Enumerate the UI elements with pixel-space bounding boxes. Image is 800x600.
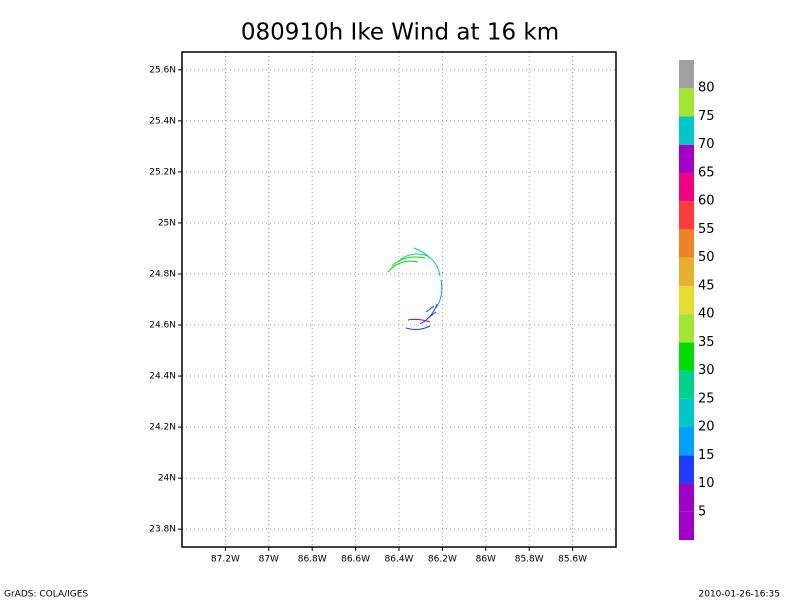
x-tick-label: 87.2W bbox=[211, 555, 240, 565]
x-tick-label: 86.2W bbox=[428, 555, 457, 565]
wind-vectors bbox=[387, 247, 443, 331]
x-tick-label: 86W bbox=[476, 555, 496, 565]
y-tick-label: 23.8N bbox=[149, 525, 176, 535]
x-tick-label: 86.4W bbox=[385, 555, 414, 565]
colorbar-label: 75 bbox=[698, 109, 715, 124]
colorbar-swatch bbox=[679, 172, 694, 202]
wind-vector bbox=[407, 318, 431, 323]
y-tick-label: 25.2N bbox=[149, 167, 176, 177]
colorbar-label: 45 bbox=[698, 278, 715, 293]
x-tick-label: 85.8W bbox=[515, 555, 544, 565]
colorbar-swatch bbox=[679, 229, 694, 258]
colorbar-swatch bbox=[679, 144, 694, 173]
wind-vector bbox=[397, 253, 429, 263]
x-tick-label: 86.8W bbox=[298, 555, 327, 565]
x-tick-label: 85.6W bbox=[558, 555, 587, 565]
map-title: 080910h Ike Wind at 16 km bbox=[241, 20, 559, 46]
footer-left: GrADS: COLA/IGES bbox=[4, 590, 88, 600]
x-tick-label: 86.6W bbox=[341, 555, 370, 565]
y-tick-label: 24.6N bbox=[149, 321, 176, 331]
colorbar-swatch bbox=[679, 511, 694, 540]
colorbar-label: 20 bbox=[698, 420, 715, 435]
y-tick-label: 25.4N bbox=[149, 116, 176, 126]
wind-vector bbox=[391, 256, 426, 267]
colorbar-swatch bbox=[679, 370, 694, 399]
colorbar-swatch bbox=[679, 483, 694, 512]
colorbar-label: 25 bbox=[698, 391, 715, 406]
colorbar-label: 60 bbox=[698, 194, 715, 209]
wind-vector bbox=[425, 254, 441, 277]
plot-frame bbox=[181, 51, 617, 548]
colorbar-swatch bbox=[679, 314, 694, 343]
colorbar-swatch bbox=[679, 116, 694, 145]
colorbar-label: 15 bbox=[698, 448, 715, 463]
colorbar-label: 5 bbox=[698, 504, 706, 519]
colorbar-swatch bbox=[679, 88, 694, 117]
x-tick-label: 87W bbox=[259, 555, 279, 565]
colorbar-swatch bbox=[679, 398, 694, 428]
colorbar-label: 10 bbox=[698, 476, 715, 491]
colorbar-label: 55 bbox=[698, 222, 715, 237]
colorbar-swatch bbox=[679, 60, 694, 89]
colorbar-swatch bbox=[679, 201, 694, 230]
colorbar-label: 70 bbox=[698, 137, 715, 152]
y-tick-label: 25.6N bbox=[149, 65, 176, 75]
colorbar-swatch bbox=[679, 285, 694, 315]
colorbar-label: 35 bbox=[698, 335, 715, 350]
colorbar-label: 40 bbox=[698, 307, 715, 322]
colorbar-label: 50 bbox=[698, 250, 715, 265]
wind-vector bbox=[405, 325, 431, 331]
footer-right: 2010-01-26-16:35 bbox=[699, 590, 781, 600]
colorbar-swatch bbox=[679, 455, 694, 484]
wind-vector bbox=[435, 279, 443, 309]
colorbar-swatch bbox=[679, 427, 694, 456]
colorbar-swatch bbox=[679, 257, 694, 286]
colorbar-label: 65 bbox=[698, 165, 715, 180]
y-tick-label: 25N bbox=[158, 218, 176, 228]
colorbar: 5 10 15 20 25 30 35 40 45 50 55 60 65 70 75 80 bbox=[679, 60, 715, 540]
y-tick-label: 24.8N bbox=[149, 269, 176, 279]
colorbar-swatch bbox=[679, 342, 694, 371]
colorbar-label: 80 bbox=[698, 81, 715, 96]
colorbar-label: 30 bbox=[698, 363, 715, 378]
wind-vector bbox=[425, 305, 437, 319]
wind-vector bbox=[387, 260, 419, 273]
grid: 87.2W 87W 86.8W 86.6W 86.4W 86.2W 86W 85.8W 85.6… bbox=[149, 52, 616, 565]
y-tick-label: 24.4N bbox=[149, 372, 176, 382]
y-tick-label: 24N bbox=[158, 474, 176, 484]
y-tick-label: 24.2N bbox=[149, 423, 176, 433]
